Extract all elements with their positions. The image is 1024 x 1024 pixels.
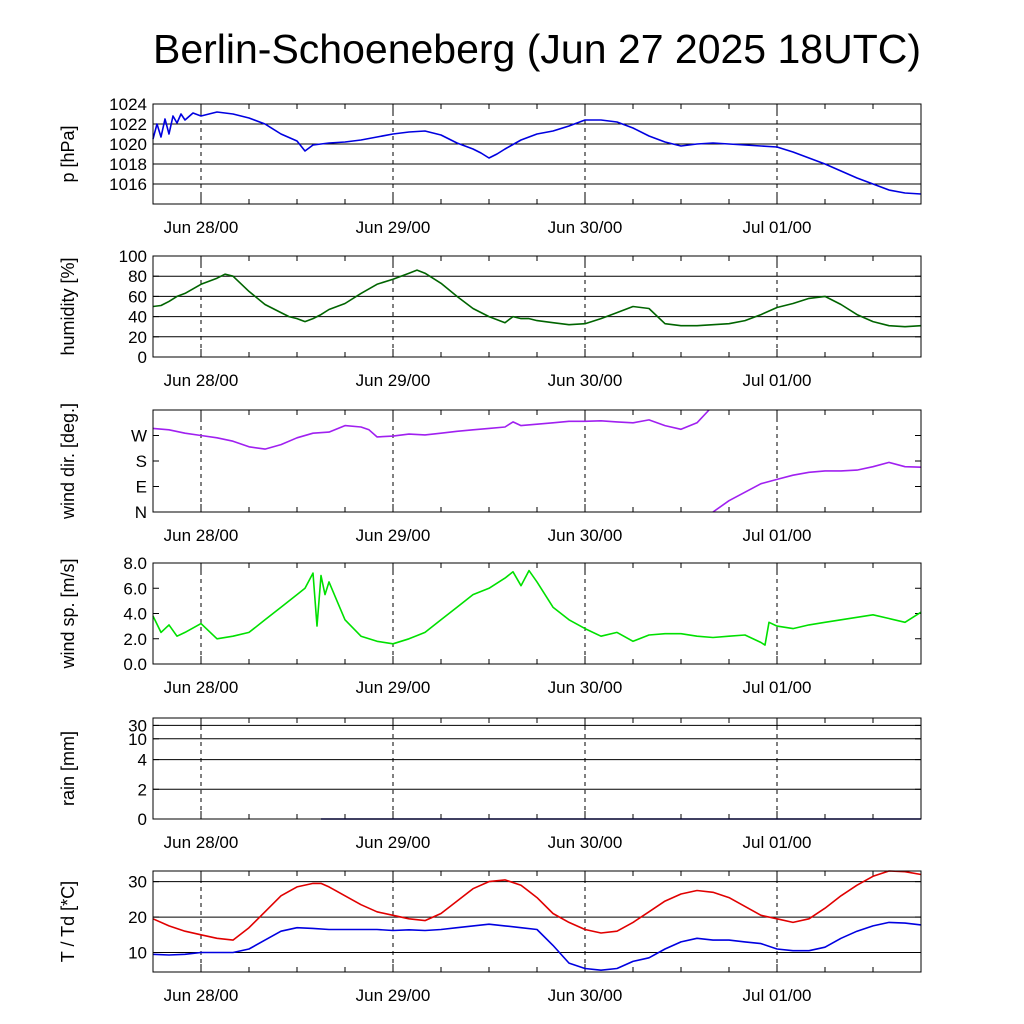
x-tick-label: Jun 28/00 [164, 371, 239, 390]
y-tick-label: 30 [128, 873, 147, 892]
panel-frame [152, 255, 922, 358]
y-tick-label: 100 [119, 247, 147, 266]
x-tick-label: Jun 28/00 [164, 526, 239, 545]
y-tick-label: 60 [128, 287, 147, 306]
y-tick-label: 6.0 [123, 579, 147, 598]
y-tick-label: 0.0 [123, 655, 147, 674]
y-tick-label: 0 [138, 348, 147, 367]
y-tick-label: 1018 [109, 155, 147, 174]
x-tick-label: Jul 01/00 [743, 218, 812, 237]
y-axis-label: wind sp. [m/s] [58, 558, 78, 669]
y-tick-label: 1020 [109, 135, 147, 154]
x-tick-label: Jul 01/00 [743, 371, 812, 390]
x-tick-label: Jun 28/00 [164, 218, 239, 237]
y-tick-label: 4.0 [123, 605, 147, 624]
y-tick-label: E [136, 478, 147, 497]
y-tick-label: 1016 [109, 175, 147, 194]
x-tick-label: Jun 29/00 [356, 833, 431, 852]
y-tick-label: 10 [128, 944, 147, 963]
y-tick-label: 10 [128, 730, 147, 749]
y-tick-label: 8.0 [123, 554, 147, 573]
y-tick-label: 30 [128, 716, 147, 735]
x-tick-label: Jun 30/00 [548, 526, 623, 545]
y-axis-label: p [hPa] [58, 125, 78, 182]
x-tick-label: Jun 30/00 [548, 678, 623, 697]
y-tick-label: 2.0 [123, 630, 147, 649]
x-tick-label: Jun 28/00 [164, 986, 239, 1005]
y-tick-label: W [131, 427, 147, 446]
chart-title: Berlin-Schoeneberg (Jun 27 2025 18UTC) [153, 26, 921, 72]
x-tick-label: Jun 30/00 [548, 371, 623, 390]
x-tick-label: Jun 28/00 [164, 833, 239, 852]
x-tick-label: Jun 29/00 [356, 986, 431, 1005]
x-tick-label: Jun 29/00 [356, 678, 431, 697]
y-tick-label: 0 [138, 810, 147, 829]
panel-5: 10 20 30 T / Td [*C] Jun 28/00 Jun 29/00 Jun 3… [58, 870, 922, 1005]
series-line [152, 569, 922, 646]
y-axis-label: humidity [%] [58, 257, 78, 355]
x-tick-label: Jul 01/00 [743, 678, 812, 697]
series-line [152, 921, 922, 972]
y-axis-label: wind dir. [deg.] [58, 403, 78, 520]
panel-3: 0.0 2.0 4.0 6.0 8.0 wind sp. [m/s] Jun 28/00 Ju… [58, 554, 922, 697]
panel-frame [152, 562, 922, 665]
series-line [152, 870, 922, 941]
y-axis-label: rain [mm] [58, 731, 78, 806]
y-tick-label: 1022 [109, 115, 147, 134]
x-tick-label: Jun 30/00 [548, 833, 623, 852]
series-line [152, 111, 922, 195]
panel-frame [152, 103, 922, 205]
x-tick-label: Jun 30/00 [548, 218, 623, 237]
y-tick-label: 1024 [109, 95, 147, 114]
y-tick-label: 40 [128, 308, 147, 327]
x-tick-label: Jun 29/00 [356, 371, 431, 390]
y-tick-label: N [135, 503, 147, 522]
y-tick-label: 20 [128, 328, 147, 347]
x-tick-label: Jun 30/00 [548, 986, 623, 1005]
series-line [712, 461, 922, 513]
x-tick-label: Jun 29/00 [356, 218, 431, 237]
y-axis-label: T / Td [*C] [58, 881, 78, 962]
x-tick-label: Jun 29/00 [356, 526, 431, 545]
x-tick-label: Jul 01/00 [743, 986, 812, 1005]
panel-frame [152, 717, 922, 820]
panel-frame [152, 409, 922, 513]
x-tick-label: Jul 01/00 [743, 526, 812, 545]
series-line [152, 409, 710, 450]
y-tick-label: 20 [128, 908, 147, 927]
series-line [152, 269, 922, 328]
y-tick-label: S [136, 452, 147, 471]
y-tick-label: 4 [138, 751, 147, 770]
y-tick-label: 2 [138, 780, 147, 799]
panel-frame [152, 870, 922, 973]
y-tick-label: 80 [128, 267, 147, 286]
x-tick-label: Jun 28/00 [164, 678, 239, 697]
x-tick-label: Jul 01/00 [743, 833, 812, 852]
